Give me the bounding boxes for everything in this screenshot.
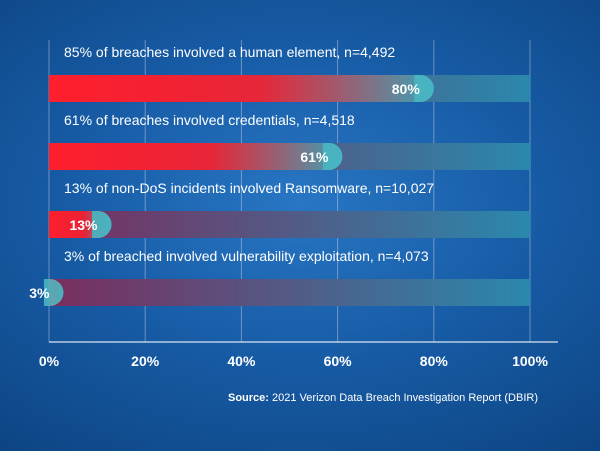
source-label: Source:	[228, 392, 269, 404]
data-label: 13%	[69, 217, 98, 233]
tick-label: 60%	[324, 353, 353, 369]
category-label: 13% of non-DoS incidents involved Ransom…	[64, 180, 434, 196]
source-note: Source: 2021 Verizon Data Breach Investi…	[228, 392, 538, 404]
category-label: 61% of breaches involved credentials, n=…	[64, 112, 355, 128]
category-label: 3% of breached involved vulnerability ex…	[64, 248, 429, 264]
bar	[49, 75, 434, 102]
bar	[49, 143, 343, 170]
bar-track	[49, 211, 530, 238]
data-label: 61%	[300, 149, 329, 165]
bar-cap	[92, 211, 112, 238]
bars: 80% 85% of breaches involved a human elem…	[29, 44, 530, 306]
bar-track	[49, 279, 530, 306]
tick-label: 100%	[512, 353, 548, 369]
tick-label: 20%	[131, 353, 160, 369]
x-axis-ticks: 0% 20% 40% 60% 80% 100%	[39, 353, 549, 369]
category-label: 85% of breaches involved a human element…	[64, 44, 395, 60]
tick-label: 40%	[227, 353, 256, 369]
bar-cap	[414, 75, 434, 102]
data-label: 3%	[29, 285, 50, 301]
tick-label: 0%	[39, 353, 60, 369]
bar-cap	[43, 279, 64, 306]
bar-cap	[322, 143, 343, 170]
tick-label: 80%	[420, 353, 449, 369]
data-label: 80%	[392, 81, 421, 97]
source-text: 2021 Verizon Data Breach Investigation R…	[268, 392, 538, 404]
